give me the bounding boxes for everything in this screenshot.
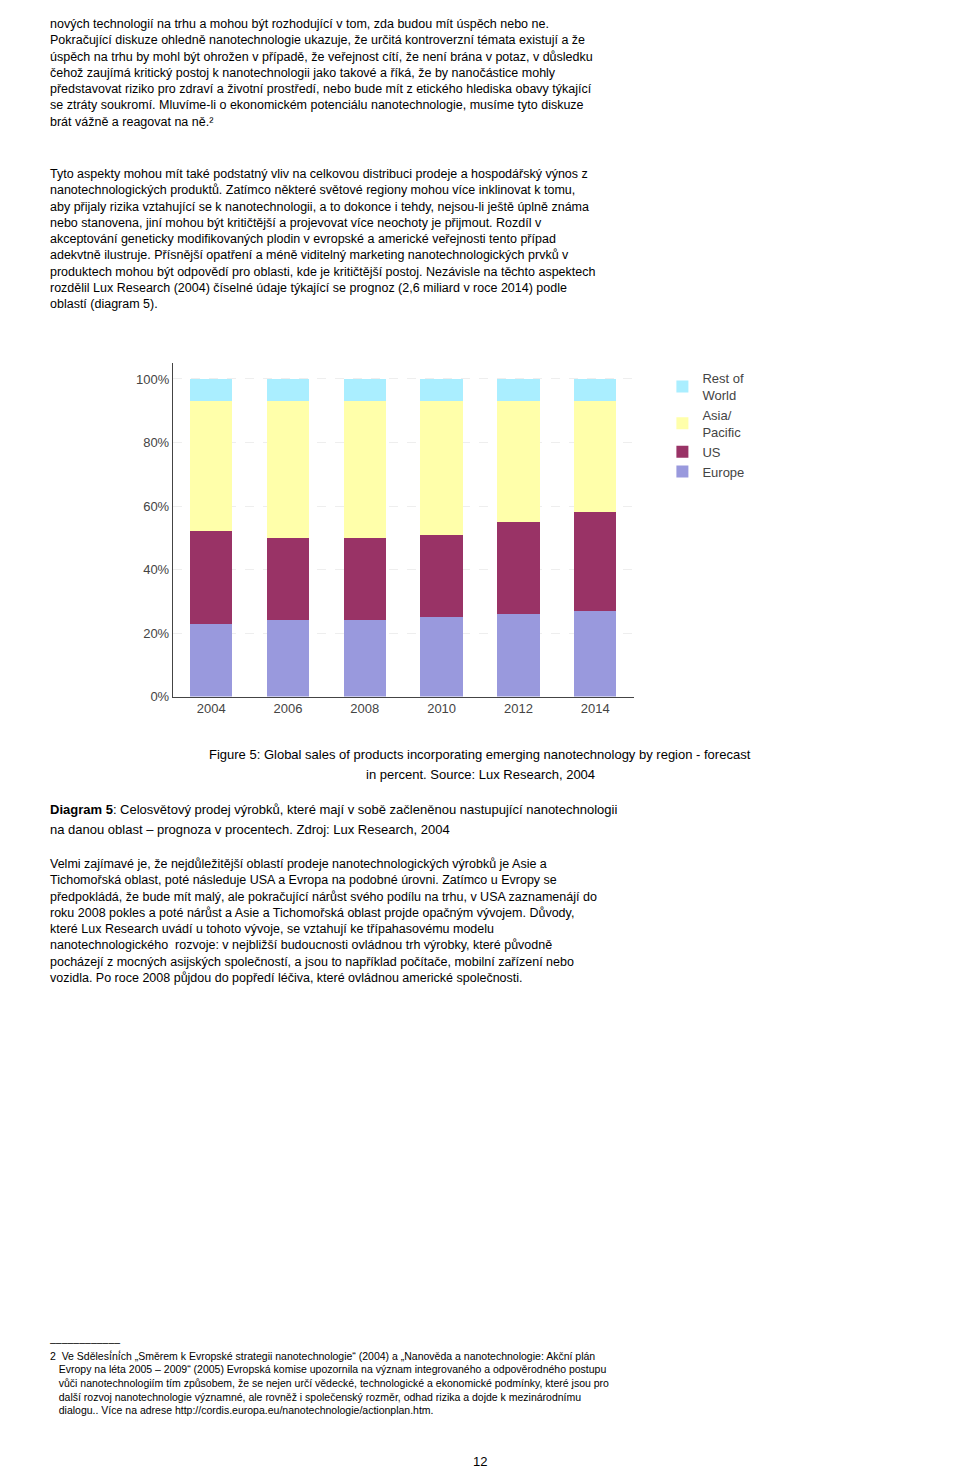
svg-text:Asia/Pacific: Asia/Pacific [702,408,741,440]
svg-text:Velmi zajímavé je, že nejdůlež: Velmi zajímavé je, že nejdůležitější obl… [50,857,597,985]
svg-text:2006: 2006 [274,701,303,716]
svg-text:20%: 20% [143,626,169,641]
svg-text:na danou oblast – prognoza v p: na danou oblast – prognoza v procentech.… [50,822,450,837]
svg-text:100%: 100% [136,372,170,387]
svg-text:Europe: Europe [702,465,744,480]
svg-text:40%: 40% [143,562,169,577]
svg-text:2004: 2004 [197,701,226,716]
svg-text:Diagram 5: Celosvětový prodej: Diagram 5: Celosvětový prodej výrobků, k… [50,802,617,817]
svg-text:60%: 60% [143,499,169,514]
svg-text:Figure 5: Global sales of prod: Figure 5: Global sales of products incor… [209,747,751,762]
svg-text:US: US [702,445,720,460]
svg-text:in percent. Source: Lux Resear: in percent. Source: Lux Research, 2004 [366,767,595,782]
svg-text:12: 12 [473,1454,487,1469]
svg-text:Rest ofWorld: Rest ofWorld [702,371,744,403]
svg-text:80%: 80% [143,435,169,450]
svg-text:2012: 2012 [504,701,533,716]
svg-text:2008: 2008 [350,701,379,716]
svg-text:nových technologií na trhu a m: nových technologií na trhu a mohou být r… [50,17,593,129]
svg-text:Tyto aspekty mohou mít také po: Tyto aspekty mohou mít také podstatný vl… [50,167,595,311]
svg-text:2010: 2010 [427,701,456,716]
svg-text:2014: 2014 [581,701,610,716]
svg-text:0%: 0% [150,689,169,704]
svg-text:––––––––––––2 Ve Sdělesí́ní́c: ––––––––––––2 Ve Sdělesí́ní́ch „Směrem k… [50,1336,609,1416]
